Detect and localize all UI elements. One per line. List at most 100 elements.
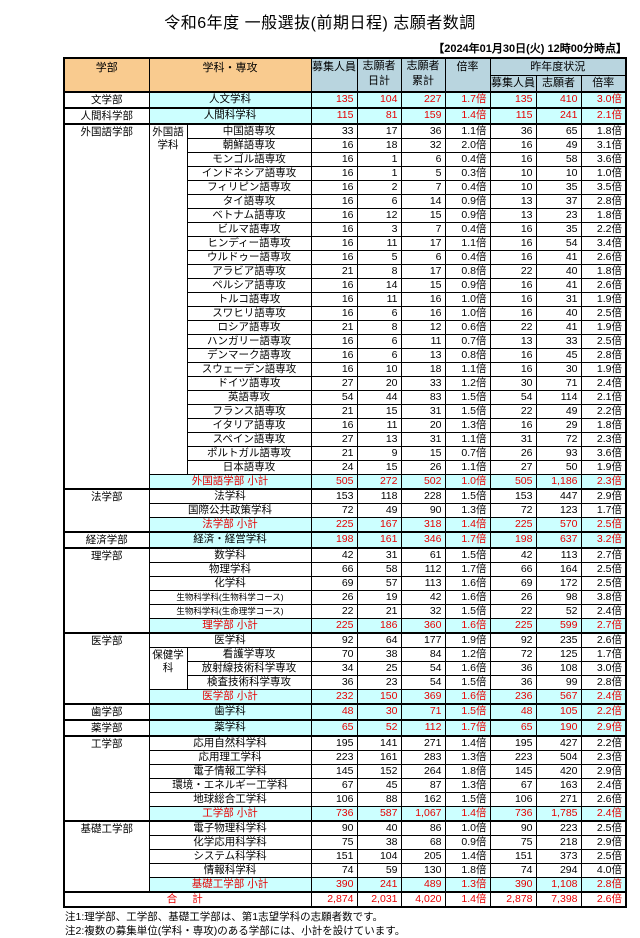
value-cell: 32 [400, 137, 446, 153]
header-ly-capacity: 募集人員 [489, 74, 537, 92]
value-cell: 90 [310, 819, 358, 836]
value-cell: 447 [535, 487, 582, 504]
value-cell: 29 [535, 417, 582, 433]
value-cell: 123 [535, 502, 582, 518]
value-cell: 16 [310, 137, 358, 153]
value-cell: 6 [356, 347, 402, 363]
value-cell: 1,067 [400, 805, 446, 821]
major-cell: デンマーク語専攻 [186, 347, 312, 363]
value-cell: 57 [356, 575, 402, 591]
value-cell: 41 [535, 277, 582, 293]
value-cell: 20 [400, 417, 446, 433]
value-cell: 113 [535, 546, 582, 563]
value-cell: 16 [310, 249, 358, 265]
value-cell: 1.6倍 [444, 575, 491, 591]
major-cell: フランス語専攻 [186, 403, 312, 419]
value-cell: 11 [356, 235, 402, 251]
value-cell: 16 [310, 235, 358, 251]
value-cell: 0.9倍 [444, 193, 491, 209]
major-cell: 看護学専攻 [186, 646, 312, 662]
value-cell: 151 [310, 848, 358, 864]
major-cell: 検査技術科学専攻 [186, 674, 312, 690]
major-cell: トルコ語専攻 [186, 291, 312, 307]
value-cell: 0.8倍 [444, 347, 491, 363]
value-cell: 54 [400, 660, 446, 676]
value-cell: 22 [310, 603, 358, 619]
major-cell: イタリア語専攻 [186, 417, 312, 433]
footnote-2: 注2:複数の募集単位(学科・専攻)のある学部には、小計を設けています。 [65, 924, 406, 937]
value-cell: 2.9倍 [580, 718, 627, 736]
value-cell: 40 [535, 263, 582, 279]
value-cell: 52 [356, 718, 402, 736]
faculty-cell: 外国語学部 [63, 122, 150, 489]
value-cell: 16 [310, 179, 358, 195]
major-cell: 朝鮮語専攻 [186, 137, 312, 153]
table-row: 経済学部 経済・経営学科 198 161 346 1.7倍 198 637 3.2倍 [63, 530, 627, 548]
value-cell: 567 [535, 688, 582, 704]
value-cell: 504 [535, 749, 582, 765]
value-cell: 11 [356, 291, 402, 307]
value-cell: 27 [489, 459, 537, 475]
table-row: 物理学科 66 58 112 1.7倍 66 164 2.5倍 [64, 561, 627, 577]
major-cell: 基礎工学部 小計 [148, 876, 312, 892]
table-row: 法学部 小計 225 167 318 1.4倍 225 570 2.5倍 [64, 516, 627, 532]
value-cell: 570 [535, 516, 582, 532]
value-cell: 271 [535, 791, 582, 807]
major-cell: 地球総合工学科 [148, 791, 312, 807]
value-cell: 20 [356, 375, 402, 391]
value-cell: 40 [356, 819, 402, 836]
value-cell: 61 [400, 546, 446, 563]
value-cell: 2.4倍 [580, 603, 627, 619]
value-cell: 390 [489, 876, 537, 892]
value-cell: 27 [310, 375, 358, 391]
value-cell: 198 [310, 530, 358, 548]
value-cell: 16 [489, 291, 537, 307]
value-cell: 21 [310, 319, 358, 335]
value-cell: 505 [310, 473, 358, 489]
value-cell: 22 [489, 319, 537, 335]
value-cell: 1.8倍 [444, 862, 491, 878]
value-cell: 69 [489, 575, 537, 591]
value-cell: 1.6倍 [444, 589, 491, 605]
value-cell: 66 [489, 561, 537, 577]
value-cell: 2.5倍 [580, 848, 627, 864]
value-cell: 1.2倍 [444, 646, 491, 662]
value-cell: 11 [400, 333, 446, 349]
faculty-cell: 理学部 [63, 546, 150, 633]
value-cell: 125 [535, 646, 582, 662]
value-cell: 1.8倍 [580, 207, 627, 223]
table-row: ドイツ語専攻 27 20 33 1.2倍 30 71 2.4倍 [64, 375, 627, 391]
value-cell: 6 [400, 151, 446, 167]
major-cell: ドイツ語専攻 [186, 375, 312, 391]
footnotes: 注1:理学部、工学部、基礎工学部は、第1志望学科の志願者数です。 注2:複数の募… [65, 910, 640, 938]
value-cell: 2.5倍 [580, 333, 627, 349]
department-group-cell: 外国語 学科 [148, 122, 188, 475]
value-cell: 88 [356, 791, 402, 807]
value-cell: 92 [310, 631, 358, 648]
table-row: 合 計 2,874 2,031 4,020 1.4倍 2,878 7,398 2.6倍 [63, 890, 627, 907]
value-cell: 1.5倍 [444, 702, 491, 720]
value-cell: 1.9倍 [444, 631, 491, 648]
value-cell: 75 [310, 834, 358, 850]
value-cell: 1.7倍 [580, 646, 627, 662]
value-cell: 30 [356, 702, 402, 720]
value-cell: 16 [489, 221, 537, 237]
value-cell: 1.4倍 [444, 734, 491, 751]
header-faculty: 学部 [63, 57, 150, 92]
value-cell: 38 [356, 646, 402, 662]
value-cell: 16 [310, 305, 358, 321]
header-department: 学科・専攻 [148, 57, 312, 92]
value-cell: 7 [400, 221, 446, 237]
table-row: 文学部 人文学科 135 104 227 1.7倍 135 410 3.0倍 [63, 90, 627, 108]
value-cell: 27 [310, 431, 358, 447]
value-cell: 167 [356, 516, 402, 532]
header-capacity: 募集人員 [310, 57, 358, 92]
value-cell: 7 [400, 179, 446, 195]
value-cell: 106 [489, 791, 537, 807]
value-cell: 1.1倍 [444, 122, 491, 139]
table-row: ハンガリー語専攻 16 6 11 0.7倍 13 33 2.5倍 [64, 333, 627, 349]
value-cell: 283 [400, 749, 446, 765]
value-cell: 2.3倍 [580, 749, 627, 765]
value-cell: 18 [356, 137, 402, 153]
table-row: 日本語専攻 24 15 26 1.1倍 27 50 1.9倍 [64, 459, 627, 475]
